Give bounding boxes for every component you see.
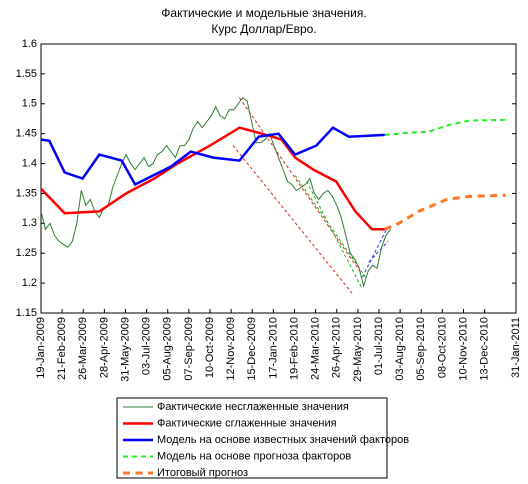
y-tick-label: 1.35 <box>16 187 37 199</box>
series-line <box>40 97 391 288</box>
x-tick-label: 13-Dec-2010 <box>479 317 491 381</box>
channel-line <box>306 181 363 290</box>
x-tick-label: 19-Jan-2009 <box>35 317 47 379</box>
y-tick-label: 1.25 <box>16 247 37 259</box>
x-tick-label: 05-Sep-2010 <box>415 317 427 381</box>
legend-label: Итоговый прогноз <box>157 467 248 479</box>
x-tick-label: 26-Apr-2010 <box>331 317 343 378</box>
plot-area <box>40 43 517 314</box>
x-tick-label: 19-Feb-2010 <box>288 317 300 380</box>
y-tick-label: 1.6 <box>22 38 37 50</box>
x-tick-label: 26-Mar-2009 <box>77 317 89 380</box>
x-tick-label: 07-Sep-2009 <box>183 317 195 381</box>
x-tick-label: 05-Aug-2009 <box>162 317 174 381</box>
channel-line <box>239 97 361 272</box>
x-tick-label: 21-Feb-2009 <box>56 317 68 380</box>
legend-label: Фактические сглаженные значения <box>157 417 337 429</box>
legend-box <box>116 397 388 479</box>
x-tick-label: 12-Nov-2009 <box>225 317 237 381</box>
y-tick-label: 1.55 <box>16 68 37 80</box>
x-tick-label: 17-Jan-2010 <box>267 317 279 379</box>
x-tick-label: 03-Jul-2009 <box>141 317 153 375</box>
channel-line <box>368 240 389 263</box>
chart-title: Курс Доллар/Евро. <box>211 22 316 36</box>
x-tick-label: 15-Dec-2009 <box>246 317 258 381</box>
legend-label: Модель на основе прогноза факторов <box>157 450 351 462</box>
legend-label: Модель на основе известных значений факт… <box>157 434 409 446</box>
series-line <box>384 193 506 231</box>
series-line <box>40 126 385 231</box>
y-tick-label: 1.15 <box>16 307 37 319</box>
legend-label: Фактические несглаженные значения <box>157 401 349 413</box>
x-tick-label: 01-Jul-2010 <box>373 317 385 375</box>
x-tick-label: 29-May-2010 <box>352 317 364 382</box>
channel-line <box>294 175 367 278</box>
channel-line <box>232 145 353 294</box>
y-tick-label: 1.2 <box>22 277 37 289</box>
series-line <box>384 118 506 136</box>
x-tick-label: 31-Jan-2011 <box>510 317 522 378</box>
channel-line <box>361 226 389 278</box>
x-tick-label: 10-Oct-2009 <box>204 317 216 378</box>
x-tick-label: 08-Oct-2010 <box>436 317 448 378</box>
x-tick-label: 28-Apr-2009 <box>98 317 110 378</box>
x-tick-label: 24-Mar-2010 <box>310 317 322 380</box>
y-tick-label: 1.4 <box>22 157 37 169</box>
y-tick-label: 1.45 <box>16 128 37 140</box>
chart-title: Фактические и модельные значения. <box>161 6 366 20</box>
x-tick-label: 10-Nov-2010 <box>457 317 469 381</box>
x-tick-label: 03-Aug-2010 <box>394 317 406 381</box>
y-tick-label: 1.3 <box>22 217 37 229</box>
series-line <box>40 126 385 187</box>
x-tick-label: 31-May-2009 <box>119 317 131 382</box>
y-tick-label: 1.5 <box>22 98 37 110</box>
